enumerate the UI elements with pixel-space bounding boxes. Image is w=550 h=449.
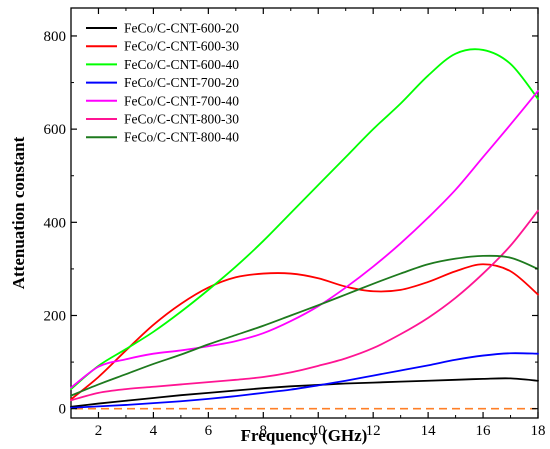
- legend-label: FeCo/C-CNT-800-30: [124, 112, 239, 127]
- plot-frame: [70, 7, 539, 419]
- series-line-2: [70, 263, 539, 401]
- x-axis-title: Frequency (GHz): [241, 426, 368, 445]
- series-layer: [70, 48, 539, 409]
- x-tick-label: 16: [476, 423, 492, 439]
- y-tick-label: 600: [44, 122, 67, 138]
- series-line-3: [70, 48, 539, 391]
- y-tick-label: 200: [44, 309, 67, 325]
- x-tick-label: 10: [311, 423, 326, 439]
- x-tick-label: 4: [150, 423, 158, 439]
- ticks-layer: 2 4 6 8 10 12 14 16 18 0 200 400 600 800: [44, 8, 546, 439]
- legend-label: FeCo/C-CNT-600-30: [124, 39, 239, 54]
- y-tick-label: 800: [44, 29, 67, 45]
- series-line-7: [70, 254, 539, 397]
- legend-label: FeCo/C-CNT-700-40: [124, 93, 239, 108]
- series-line-1: [70, 377, 539, 408]
- y-tick-label: 0: [59, 402, 67, 418]
- legend-label: FeCo/C-CNT-800-40: [124, 130, 239, 145]
- x-tick-label: 6: [205, 423, 213, 439]
- series-line-4: [70, 352, 539, 409]
- series-line-6: [70, 209, 539, 402]
- legend-label: FeCo/C-CNT-600-20: [124, 21, 239, 36]
- x-tick-label: 12: [366, 423, 381, 439]
- legend-label: FeCo/C-CNT-700-20: [124, 75, 239, 90]
- x-tick-label: 8: [260, 423, 268, 439]
- legend: FeCo/C-CNT-600-20 FeCo/C-CNT-600-30 FeCo/C…: [86, 21, 239, 145]
- x-tick-label: 2: [95, 423, 103, 439]
- x-tick-label: 18: [531, 423, 546, 439]
- y-axis-title: Attenuation constant: [9, 136, 28, 289]
- y-tick-label: 400: [44, 215, 67, 231]
- series-line-5: [70, 90, 539, 389]
- x-tick-label: 14: [421, 423, 437, 439]
- legend-label: FeCo/C-CNT-600-40: [124, 57, 239, 72]
